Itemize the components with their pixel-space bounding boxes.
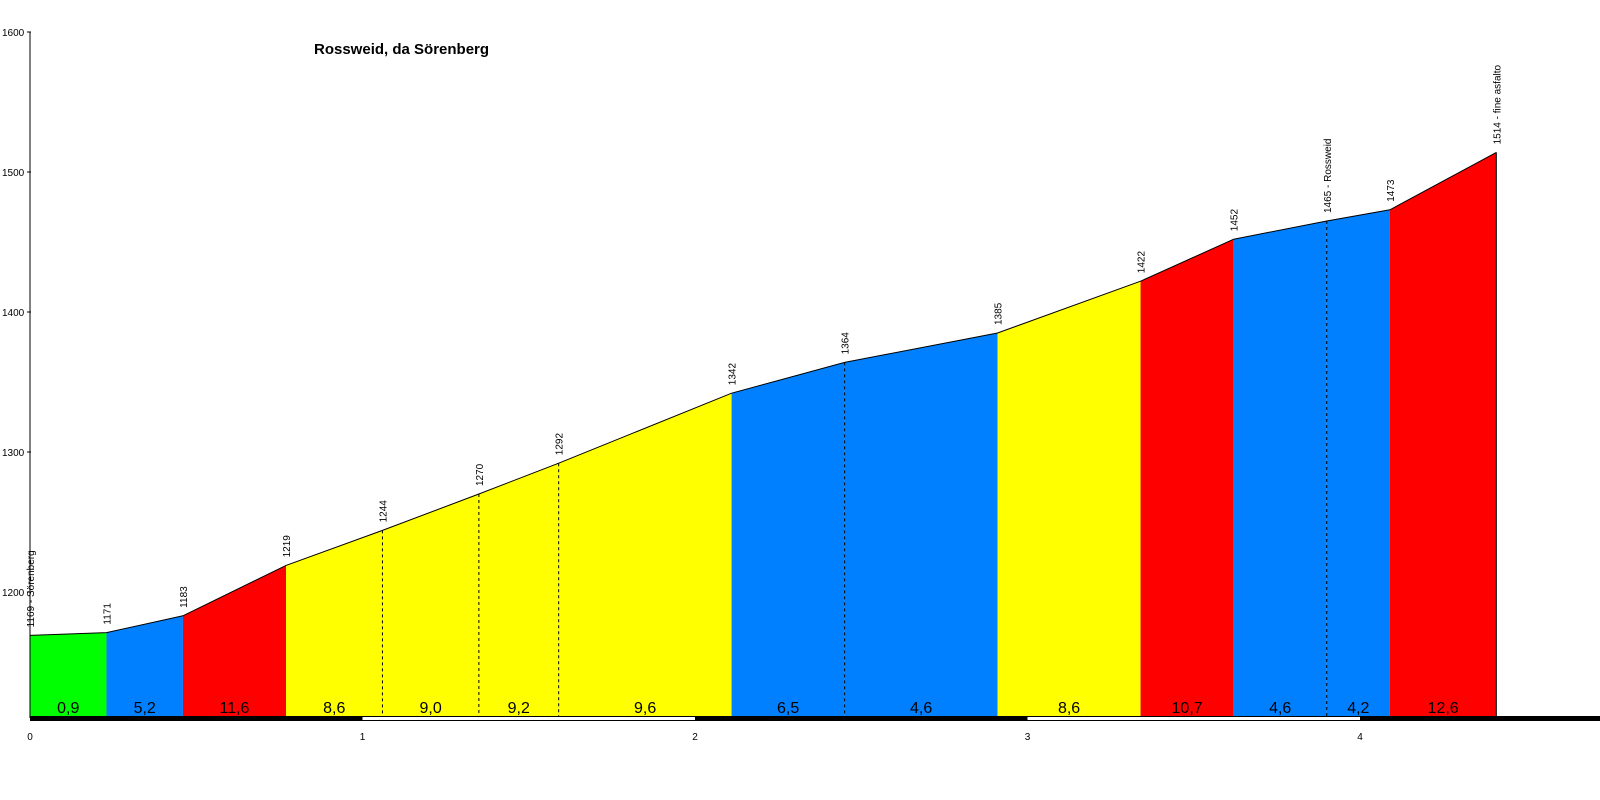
elevation-label: 1292	[555, 433, 566, 456]
y-tick-label: 1300	[2, 448, 25, 459]
y-tick-label: 1600	[2, 28, 25, 39]
grade-label: 8,6	[323, 700, 345, 717]
grade-label: 0,9	[57, 700, 79, 717]
segment-fill	[382, 494, 479, 718]
grade-label: 4,6	[1269, 700, 1291, 717]
grade-label: 4,2	[1347, 700, 1369, 717]
axis-ticks: 1200 1300 1400 1500 1600 0 1 2 3 4	[2, 28, 1363, 743]
gradient-segments	[30, 152, 1497, 719]
grade-label: 10,7	[1172, 700, 1203, 717]
segment-fill	[844, 333, 998, 718]
grade-label: 4,6	[910, 700, 932, 717]
grade-label: 11,6	[220, 700, 250, 717]
elevation-label: 1364	[841, 332, 852, 355]
grade-label: 6,5	[777, 700, 799, 717]
elevation-label: 1422	[1137, 251, 1148, 274]
grade-label: 8,6	[1058, 700, 1080, 717]
segment-fill	[1140, 239, 1234, 718]
segment-fill	[731, 362, 845, 718]
profile-outline	[29, 151, 1497, 718]
elevation-label: 1171	[102, 603, 113, 625]
x-tick-label: 2	[692, 732, 698, 743]
grade-label: 9,0	[420, 700, 442, 717]
scale-bar	[30, 716, 1600, 721]
elevation-label: 1473	[1386, 179, 1397, 202]
grade-label: 9,2	[508, 700, 530, 717]
chart-title: Rossweid, da Sörenberg	[314, 41, 489, 58]
segment-fill	[1326, 209, 1390, 719]
x-tick-label: 4	[1357, 732, 1363, 743]
elevation-label: 1465 - Rossweid	[1323, 139, 1334, 213]
grade-label: 12,6	[1428, 700, 1459, 717]
y-tick-label: 1200	[2, 588, 25, 599]
elevation-label: 1342	[728, 363, 739, 386]
segment-fill	[1233, 221, 1327, 718]
profile-line	[29, 151, 1497, 636]
elevation-label: 1452	[1230, 209, 1241, 232]
elevation-label: 1270	[475, 463, 486, 486]
segment-fill	[182, 565, 287, 718]
grade-labels: 0,9 5,2 11,6 8,6 9,0 9,2 9,6 6,5 4,6 8,6 10,7 4,6 4,…	[57, 700, 1459, 717]
segment-fill	[558, 393, 732, 718]
segment-fill	[106, 615, 183, 718]
grade-label: 5,2	[134, 700, 156, 717]
elevation-labels: 1169 - Sörenberg 1171 1183 1219 1244 1270 1292…	[26, 64, 1503, 627]
y-tick-label: 1400	[2, 308, 25, 319]
elevation-label: 1244	[378, 500, 389, 523]
scale-bar-band	[1027, 717, 1360, 720]
segment-fill	[478, 463, 559, 718]
distance-scale-bar	[30, 716, 1600, 721]
elevation-label: 1219	[282, 535, 293, 558]
x-tick-label: 3	[1025, 732, 1031, 743]
segment-fill	[286, 530, 383, 718]
segment-fill	[997, 281, 1141, 718]
elevation-label: 1514 - fine asfalto	[1492, 64, 1503, 144]
scale-bar-band	[362, 717, 695, 720]
segment-dividers	[381, 221, 1328, 718]
x-tick-label: 1	[360, 732, 366, 743]
segment-fill	[30, 632, 107, 718]
x-tick-label: 0	[27, 732, 33, 743]
elevation-label: 1385	[994, 302, 1005, 325]
y-tick-label: 1500	[2, 168, 25, 179]
elevation-label: 1183	[179, 586, 190, 608]
segment-fill	[1389, 152, 1497, 718]
elevation-label: 1169 - Sörenberg	[26, 550, 37, 627]
grade-label: 9,6	[634, 700, 656, 717]
